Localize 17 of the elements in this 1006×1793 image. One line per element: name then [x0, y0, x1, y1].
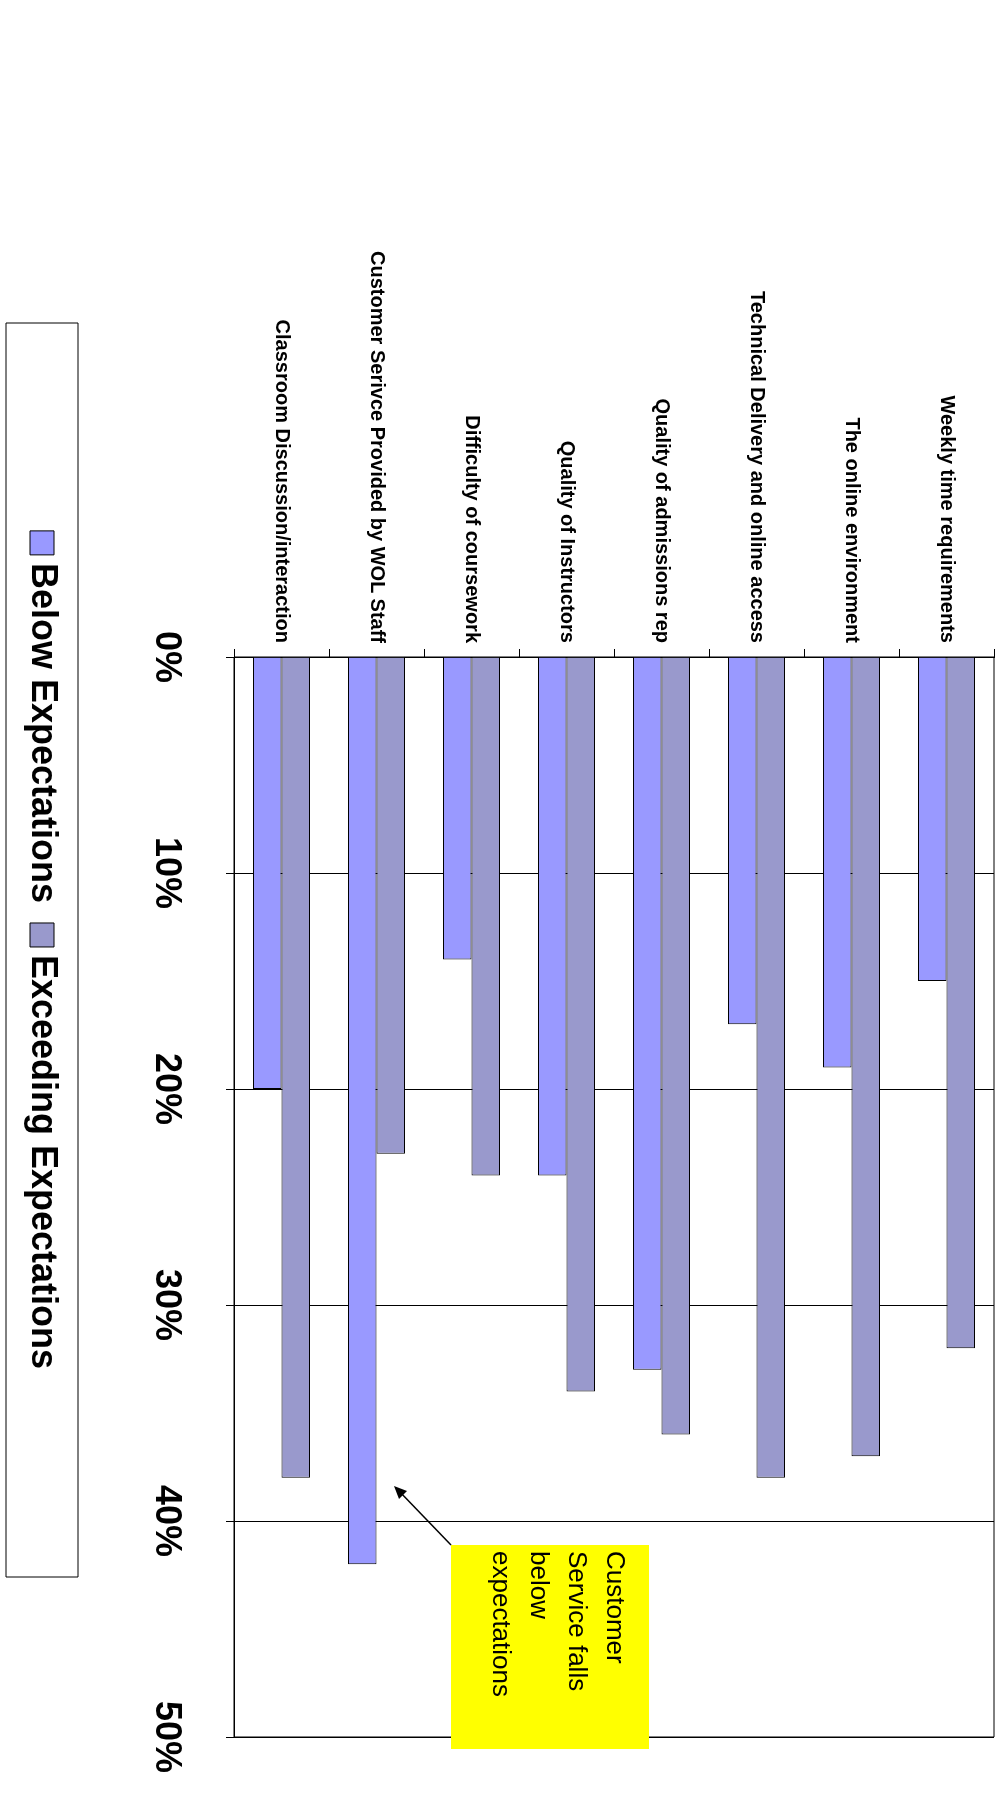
- x-tick-label: Weekly time requirements: [936, 395, 959, 643]
- x-tick-label: Customer Serivce Provided by WOL Staff: [366, 251, 389, 644]
- x-tick-label: Difficulty of coursework: [461, 415, 484, 644]
- x-tick-label: Classroom Discussion/interaction: [271, 319, 294, 643]
- y-tick-label: 20%: [148, 1052, 190, 1126]
- x-tick-label: Quality of admissions rep: [651, 398, 674, 643]
- y-tick-label: 40%: [148, 1484, 190, 1558]
- y-tick-label: 50%: [148, 1700, 190, 1774]
- x-tick-label: The online environment: [841, 417, 864, 644]
- legend-label: Below Expectations: [24, 562, 66, 903]
- x-tick-label: Quality of Instructors: [556, 440, 579, 643]
- x-tick-label: Technical Delivery and online access: [746, 290, 769, 643]
- y-tick-label: 0%: [148, 630, 190, 684]
- y-tick-label: 30%: [148, 1268, 190, 1342]
- annotation: Customer Service falls below expectations: [486, 1551, 632, 1699]
- legend-label: Exceeding Expectations: [24, 954, 66, 1370]
- y-tick-label: 10%: [148, 836, 190, 910]
